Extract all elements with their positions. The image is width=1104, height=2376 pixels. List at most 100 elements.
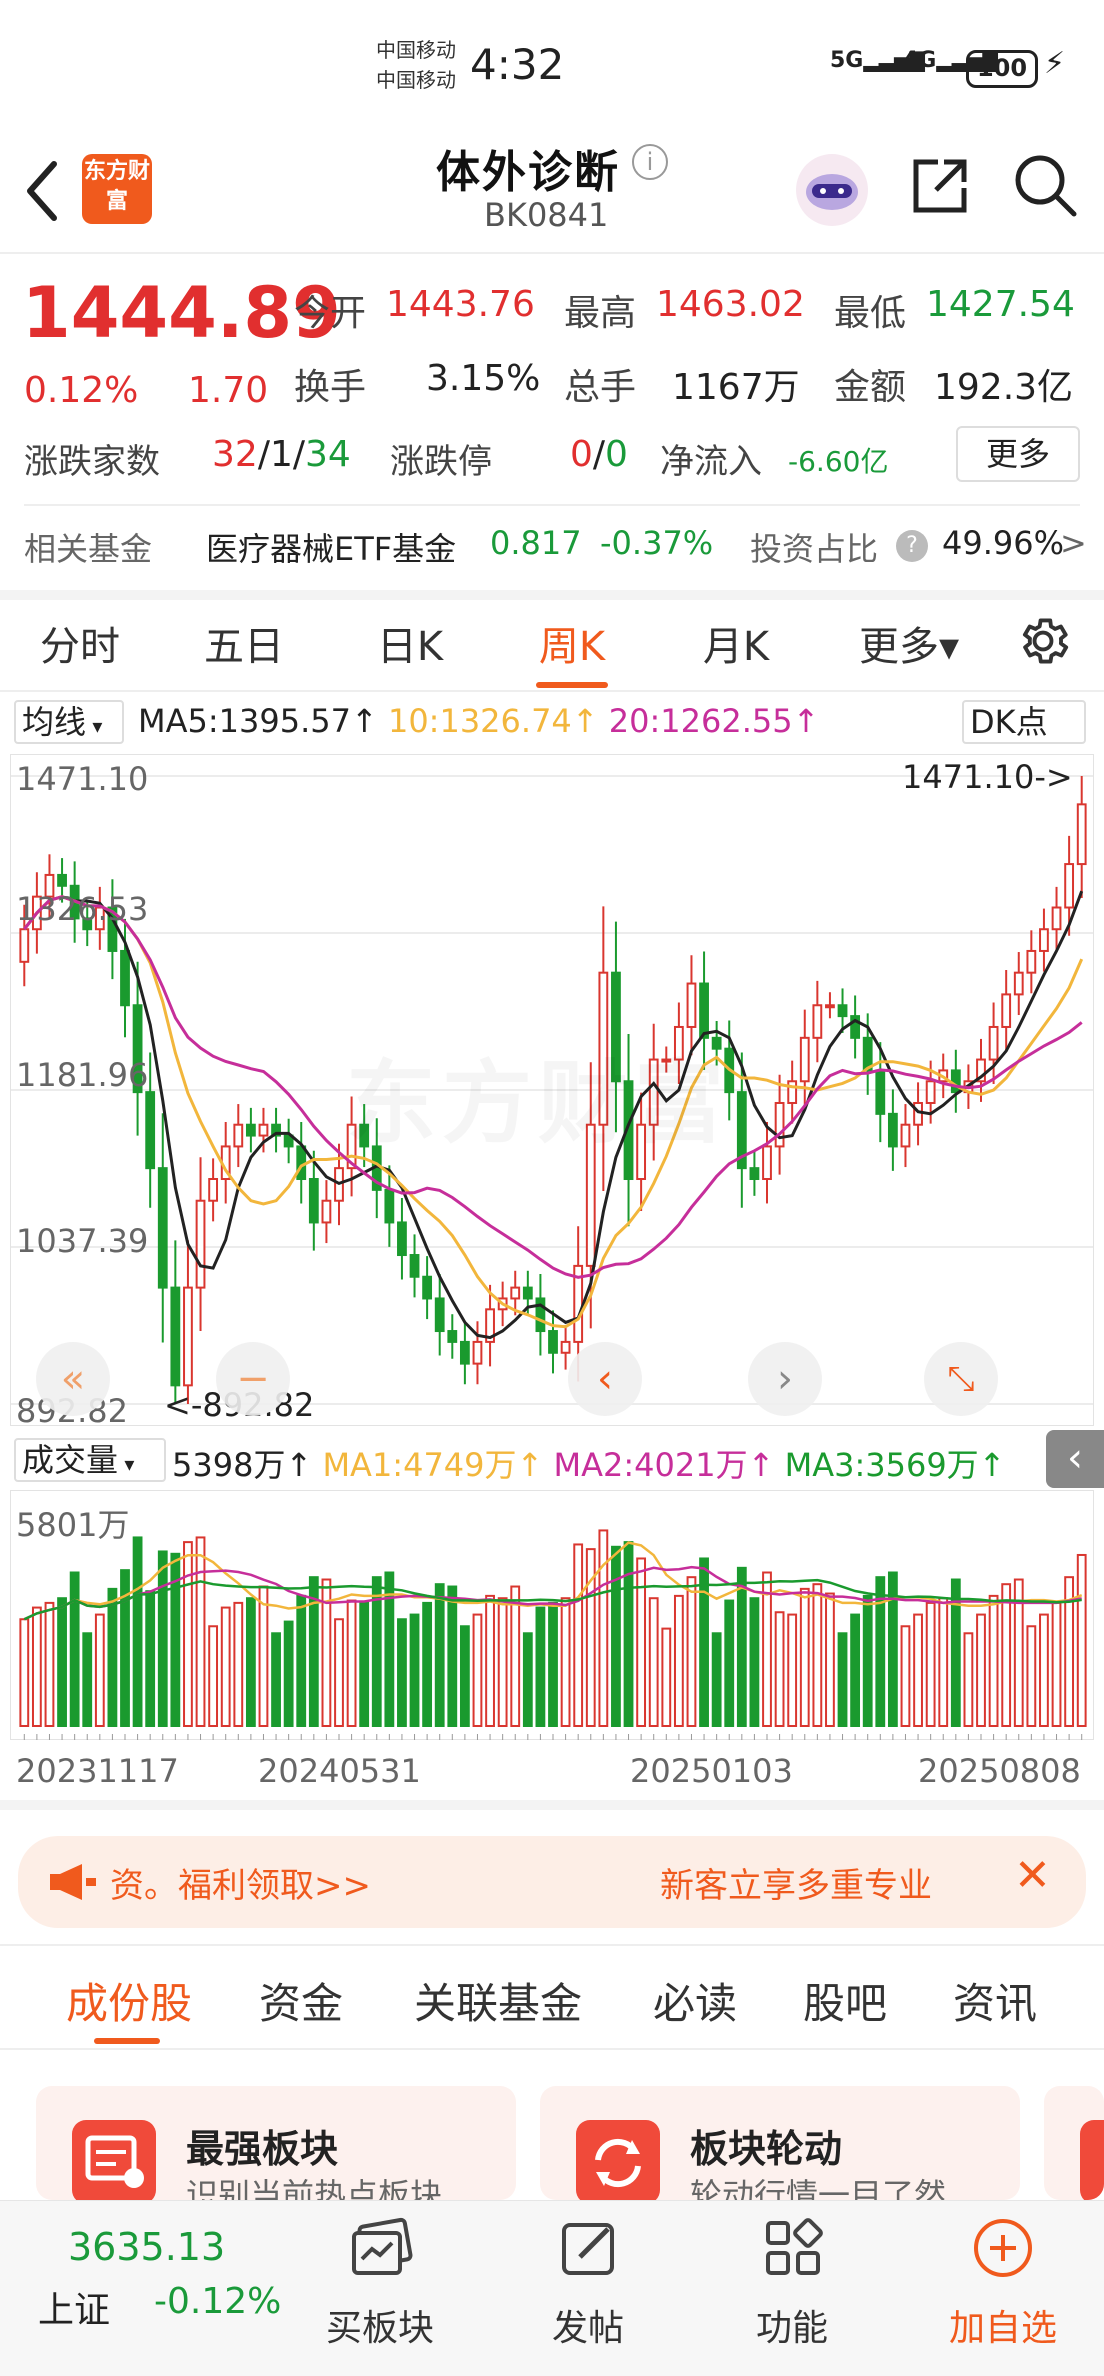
volume-bar xyxy=(397,1618,407,1727)
volume-bar xyxy=(1001,1583,1012,1727)
vol-ma3: MA3:3569万↑ xyxy=(784,1446,1006,1484)
chevron-right-icon[interactable]: › xyxy=(748,1342,822,1416)
limit-value: 0/0 xyxy=(570,434,628,475)
candle-body xyxy=(862,1036,873,1072)
back-icon[interactable] xyxy=(22,156,62,226)
volume-bar xyxy=(183,1541,193,1728)
volume-legend: 5398万↑ MA1:4749万↑ MA2:4021万↑ MA3:3569万↑ xyxy=(172,1440,1006,1486)
x-label-1: 20231117 xyxy=(16,1752,179,1790)
megaphone-icon xyxy=(50,1864,96,1900)
tab-constituents[interactable]: 成份股 xyxy=(65,1979,192,2028)
settings-gear-icon[interactable] xyxy=(1014,612,1072,670)
candle-body xyxy=(19,928,30,963)
tab-daily-k[interactable]: 日K xyxy=(376,624,444,670)
vol-ma2-line xyxy=(23,1565,1082,1621)
volume-bar xyxy=(208,1625,219,1727)
functions-label: 功能 xyxy=(755,2308,828,2349)
volume-indicator-select[interactable]: 成交量 ▾ xyxy=(14,1438,166,1482)
zoom-out-icon[interactable]: « xyxy=(36,1342,110,1416)
card-icon xyxy=(1080,2120,1104,2200)
strongest-board-card[interactable]: 最强板块 识别当前热点板块 xyxy=(36,2086,516,2200)
candle-body xyxy=(510,1286,521,1300)
volume-bar xyxy=(283,1620,294,1727)
tab-monthly-k[interactable]: 月K xyxy=(702,624,770,670)
board-rotation-card[interactable]: 板块轮动 轮动行情一目了然 xyxy=(540,2086,1020,2200)
volume-bar xyxy=(611,1545,621,1727)
volume-bar xyxy=(296,1594,307,1727)
share-icon[interactable] xyxy=(908,154,972,218)
volume-bar xyxy=(82,1632,93,1728)
help-icon[interactable]: ? xyxy=(896,530,928,562)
indicator-select[interactable]: 均线 ▾ xyxy=(14,700,124,744)
candle-body xyxy=(208,1178,219,1202)
chevron-left-icon[interactable]: ‹ xyxy=(568,1342,642,1416)
buy-board-button[interactable]: 买板块 xyxy=(310,2201,450,2376)
add-watchlist-button[interactable]: 加自选 xyxy=(928,2201,1078,2376)
volume-bar xyxy=(862,1594,873,1727)
functions-button[interactable]: 功能 xyxy=(722,2201,862,2376)
add-watchlist-label: 加自选 xyxy=(948,2308,1057,2349)
candle-body xyxy=(308,1178,319,1224)
tab-forum[interactable]: 股吧 xyxy=(802,1979,887,2028)
ma5-line xyxy=(23,890,1084,1340)
volume-bar xyxy=(648,1597,659,1727)
card-subtitle: 识别当前热点板块 xyxy=(186,2176,443,2200)
candle-body xyxy=(988,1025,999,1061)
fund-price: 0.817 xyxy=(490,524,582,562)
low-value: 1427.54 xyxy=(926,284,1075,325)
dk-point-button[interactable]: DK点 xyxy=(962,700,1086,744)
candle-body xyxy=(485,1308,495,1343)
tab-weekly-k[interactable]: 周K xyxy=(538,624,606,670)
candle-body xyxy=(850,1015,861,1039)
fullscreen-icon[interactable]: ⤡ xyxy=(924,1342,998,1416)
close-icon[interactable]: ✕ xyxy=(1014,1850,1051,1901)
banner-text-left: 资。福利领取>> xyxy=(110,1866,371,1906)
volume-bar xyxy=(334,1618,344,1727)
promo-banner[interactable]: 资。福利领取>> 新客立享多重专业 ✕ xyxy=(18,1836,1086,1928)
volume-bar xyxy=(132,1536,143,1727)
related-fund-row[interactable]: 相关基金 医疗器械ETF基金 0.817 -0.37% 投资占比 ? 49.96… xyxy=(0,508,1104,590)
index-name: 上证 xyxy=(38,2290,111,2331)
collapse-panel-icon[interactable]: ‹ xyxy=(1046,1430,1104,1488)
candle-body xyxy=(812,1004,823,1039)
max-price-marker: 1471.10-> xyxy=(902,758,1073,796)
section-gap xyxy=(0,590,1104,600)
volume-bar xyxy=(560,1597,571,1727)
tab-capital[interactable]: 资金 xyxy=(258,1979,343,2028)
volume-bar xyxy=(711,1632,722,1728)
volume-bar xyxy=(913,1613,923,1727)
kline-chart[interactable] xyxy=(10,754,1094,1426)
volume-bar xyxy=(145,1590,156,1728)
post-button[interactable]: 发帖 xyxy=(518,2201,658,2376)
candle-body xyxy=(1064,863,1075,909)
candle-body xyxy=(799,1036,810,1083)
x-label-3: 20250103 xyxy=(630,1752,793,1790)
ma10-line xyxy=(23,895,1084,1329)
tab-news[interactable]: 资讯 xyxy=(952,1979,1037,2028)
limit-label: 涨跌停 xyxy=(390,442,492,482)
tab-five-day[interactable]: 五日 xyxy=(204,624,284,670)
candle-body xyxy=(120,949,130,1007)
tab-must-read[interactable]: 必读 xyxy=(652,1979,737,2028)
minus-icon[interactable]: − xyxy=(216,1342,290,1416)
related-fund-label: 相关基金 xyxy=(24,530,153,568)
volume-bar xyxy=(749,1597,760,1727)
search-icon[interactable] xyxy=(1012,152,1078,218)
vol-ma2: MA2:4021万↑ xyxy=(553,1446,775,1484)
next-card-partial[interactable] xyxy=(1044,2086,1104,2200)
tab-intraday[interactable]: 分时 xyxy=(40,624,120,670)
more-button[interactable]: 更多 xyxy=(956,426,1080,482)
amount-label: 金额 xyxy=(834,367,907,408)
tab-more[interactable]: 更多▾ xyxy=(858,624,960,670)
volume-chart[interactable] xyxy=(10,1490,1094,1740)
robot-assistant-icon[interactable] xyxy=(792,150,872,230)
info-icon[interactable]: i xyxy=(632,144,668,180)
volume-bar xyxy=(497,1597,508,1727)
candle-body xyxy=(82,917,93,931)
index-ticker[interactable]: 3635.13 上证 -0.12% xyxy=(0,2201,290,2376)
volume-bar xyxy=(925,1601,936,1727)
status-bar: 中国移动 中国移动 4:32 5G▂▃▅▇ 4G▂▃▅▇ 100 ⚡ xyxy=(0,0,1104,130)
volume-bar xyxy=(825,1592,835,1727)
tab-related-funds[interactable]: 关联基金 xyxy=(413,1979,582,2028)
vol-ma3-line xyxy=(23,1578,1082,1621)
